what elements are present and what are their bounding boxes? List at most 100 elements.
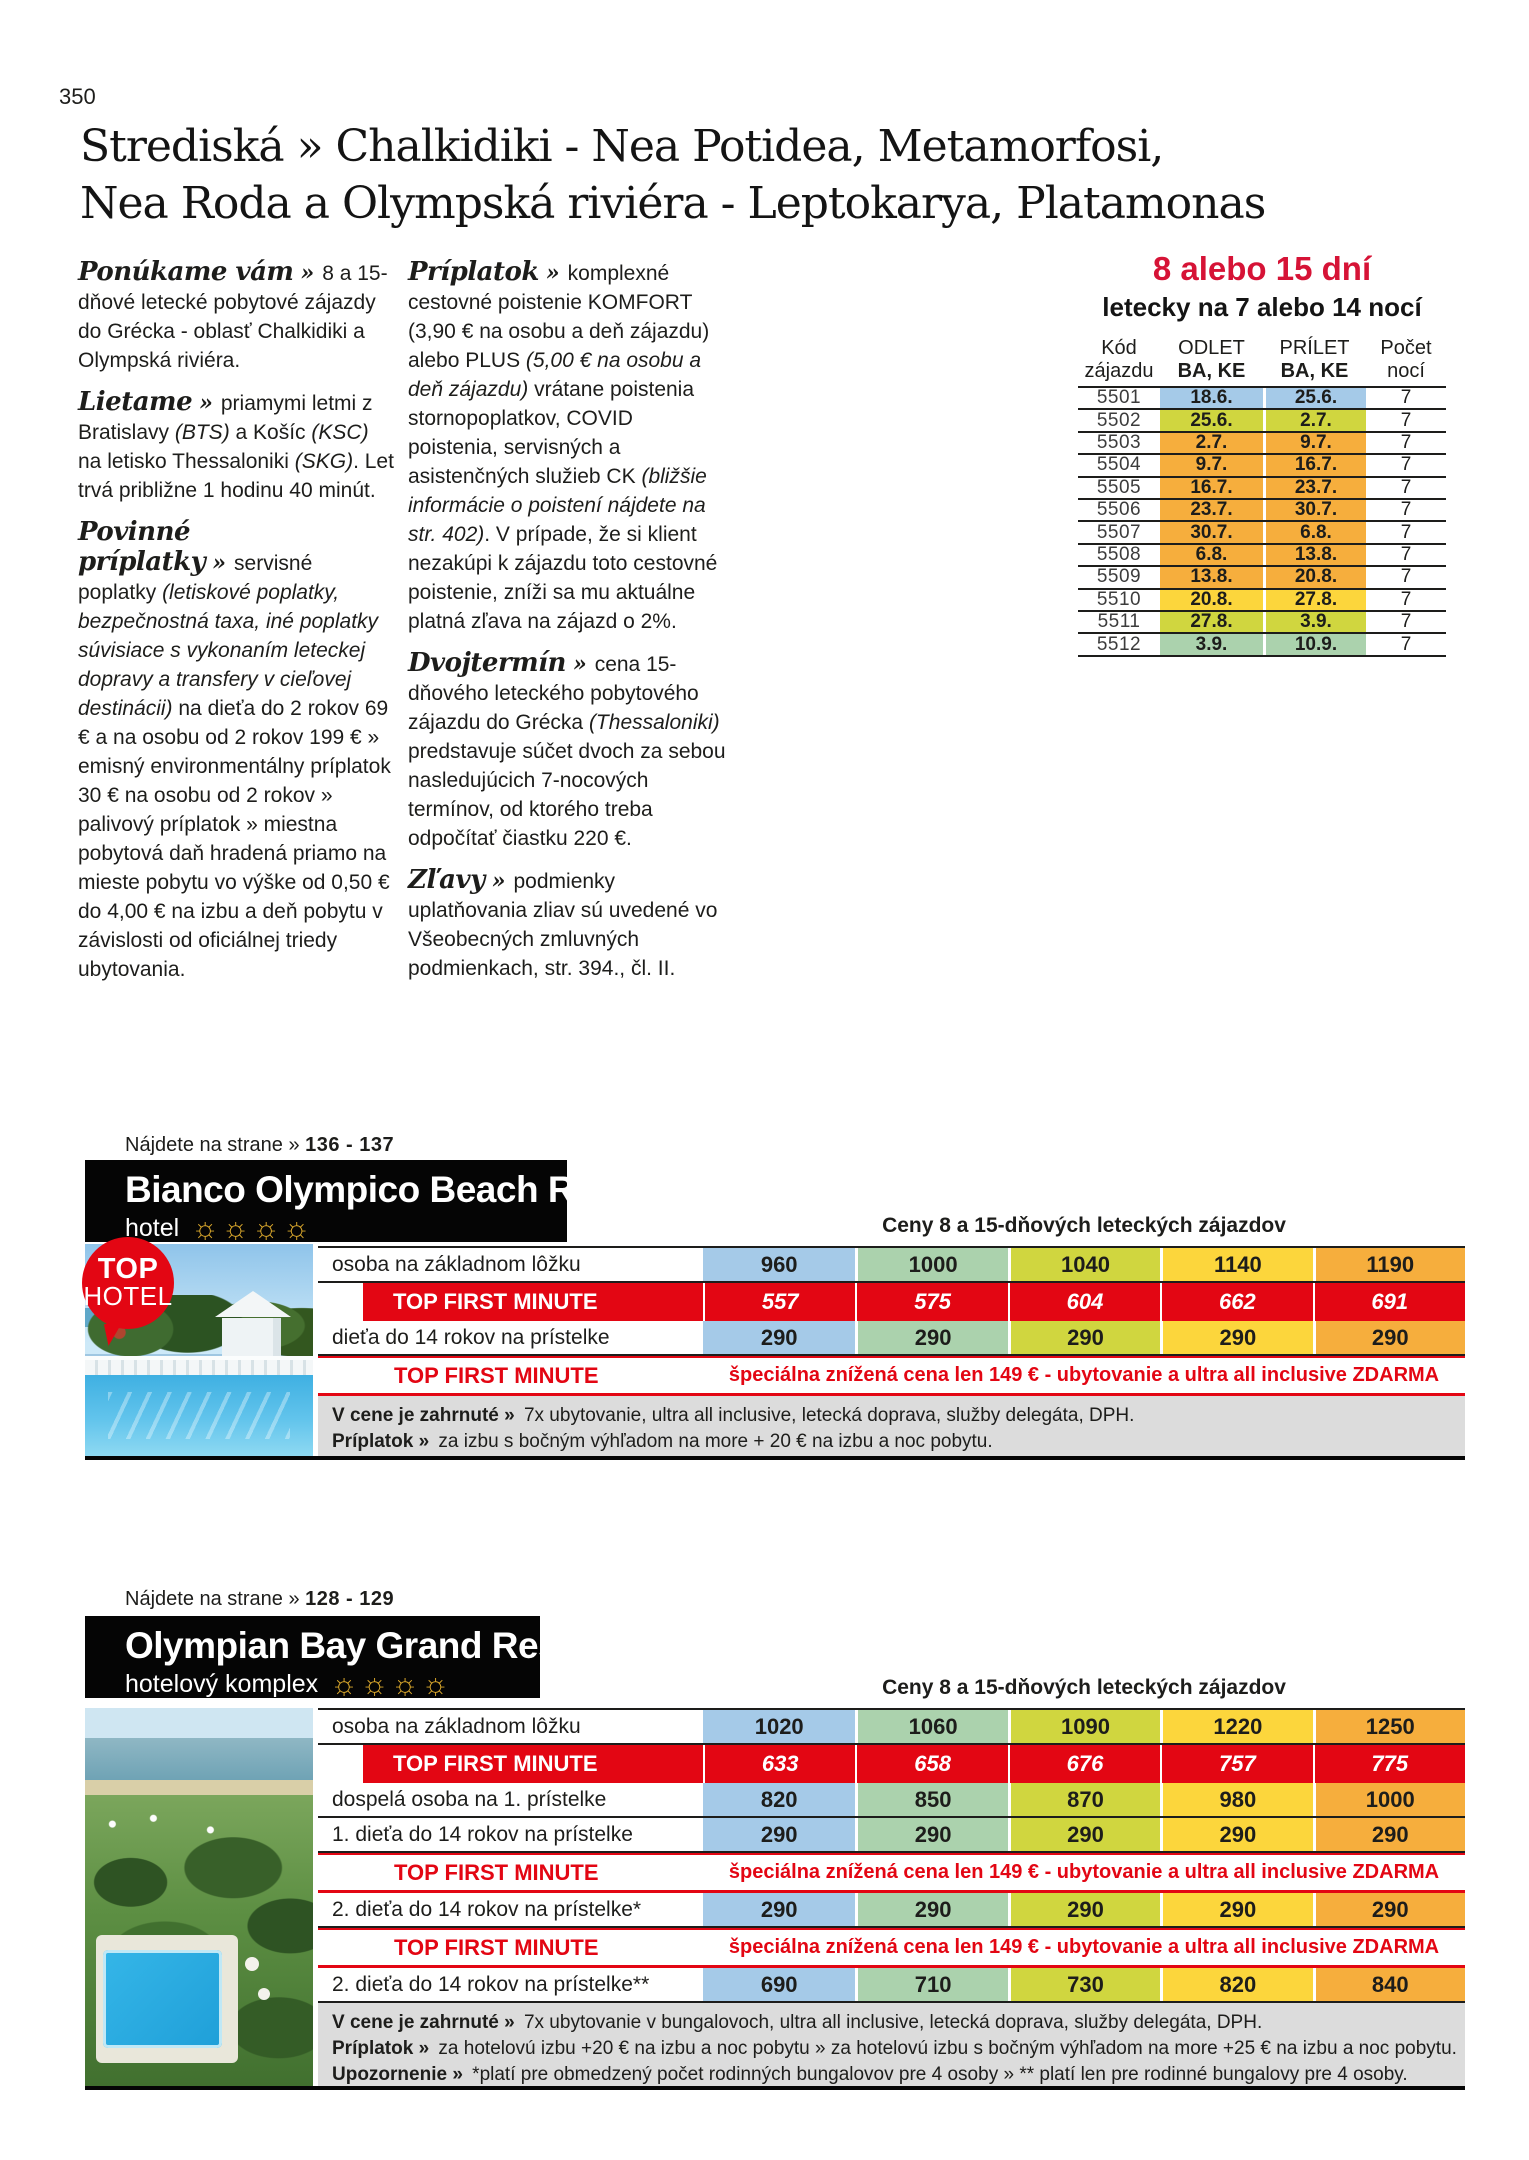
- paragraph-body: komplexné cestovné poistenie KOMFORT (3,…: [408, 262, 717, 633]
- star-rating-icon: ☼☼☼☼: [330, 1667, 453, 1701]
- price-row: 2. dieťa do 14 rokov na prístelke** 690 71…: [318, 1968, 1465, 2003]
- price-value: 870: [1007, 1783, 1161, 1816]
- footnote-line: V cene je zahrnuté » 7x ubytovanie, ultr…: [332, 1405, 1135, 1426]
- departure-date: 27.8.: [1160, 611, 1263, 633]
- special-offer-text: špeciálna znížená cena len 149 € - ubyto…: [728, 1936, 1440, 1958]
- price-value: 290: [1007, 1893, 1161, 1926]
- paragraph-body: servisné poplatky (letiskové poplatky, b…: [78, 552, 391, 981]
- price-value: 710: [855, 1968, 1008, 2001]
- paragraph-body: cena 15-dňového leteckého pobytového záj…: [408, 653, 726, 850]
- price-value: 290: [1007, 1321, 1161, 1354]
- price-value: 820: [703, 1783, 856, 1816]
- paragraph-heading: Povinné príplatky: [78, 517, 206, 577]
- text-segment: vrátane poistenia stornopoplatkov, COVID…: [408, 378, 695, 488]
- hotel-category: hotel ☼☼☼☼: [125, 1211, 567, 1245]
- footnote-label: Príplatok »: [332, 2038, 430, 2059]
- price-table-footnotes: V cene je zahrnuté » 7x ubytovanie, ultr…: [318, 1396, 1465, 1458]
- header-line: BA, KE: [1177, 360, 1246, 382]
- price-value: 1190: [1312, 1248, 1465, 1281]
- flight-row: 5509 13.8. 20.8. 7: [1078, 566, 1446, 590]
- hotel-section-bianco-olympico: Nájdete na strane » 136 - 137 Bianco Oly…: [82, 1134, 1465, 1464]
- photo-water-glint: [107, 1392, 291, 1440]
- hotel-category-label: hotelový komplex: [125, 1670, 319, 1698]
- photo-gazebo: [221, 1318, 282, 1357]
- price-value: 820: [1160, 1968, 1313, 2001]
- row-indent: [318, 1745, 363, 1783]
- paragraph-separator: »: [491, 868, 506, 894]
- flight-row: 5507 30.7. 6.8. 7: [1078, 521, 1446, 545]
- arrival-date: 30.7.: [1263, 499, 1366, 521]
- arrival-date: 16.7.: [1263, 454, 1366, 476]
- flight-row: 5501 18.6. 25.6. 7: [1078, 387, 1446, 411]
- tour-code: 5506: [1096, 499, 1142, 521]
- flight-row: 5503 2.7. 9.7. 7: [1078, 431, 1446, 456]
- intro-column-1: Ponúkame vám» 8 a 15-dňové letecké pobyto…: [78, 258, 396, 997]
- price-row: TOP FIRST MINUTE 557 575 604 662 691: [318, 1283, 1465, 1321]
- photo-sea: [85, 1738, 313, 1780]
- price-value: 1090: [1007, 1710, 1161, 1743]
- header-line: ODLET: [1178, 337, 1245, 359]
- text-segment: . V prípade, že si klient nezakúpi k záj…: [408, 523, 718, 633]
- price-value: 1140: [1160, 1248, 1313, 1281]
- price-row: 2. dieťa do 14 rokov na prístelke* 290 290…: [318, 1893, 1465, 1928]
- top-first-minute-price: 557: [703, 1283, 856, 1321]
- tour-code: 5511: [1097, 611, 1141, 633]
- page-reference-pages: 136 - 137: [305, 1134, 395, 1156]
- footnote-label: V cene je zahrnuté »: [332, 1405, 515, 1426]
- text-segment: . Let trvá približne 1 hodinu 40 minút.: [78, 450, 394, 502]
- text-segment: a Košíc: [229, 421, 312, 444]
- page-title: Strediská » Chalkidiki - Nea Potidea, Me…: [80, 118, 1266, 232]
- departure-date: 13.8.: [1160, 566, 1263, 588]
- page-reference-pages: 128 - 129: [305, 1588, 395, 1610]
- row-indent: [318, 1283, 363, 1321]
- departure-date: 6.8.: [1160, 544, 1263, 566]
- arrival-date: 13.8.: [1263, 544, 1366, 566]
- text-segment: (bližšie informácie o poistení nájdete n…: [408, 465, 707, 546]
- column-header-arrival: PRÍLET BA, KE: [1263, 337, 1366, 383]
- paragraph-heading: Ponúkame vám: [78, 257, 294, 287]
- price-row: osoba na základnom lôžku 1020 1060 1090 1220…: [318, 1710, 1465, 1745]
- page-title-line2: Nea Roda a Olympská riviéra - Leptokarya…: [80, 178, 1266, 229]
- departure-date: 20.8.: [1160, 589, 1263, 610]
- flight-row: 5512 3.9. 10.9. 7: [1078, 634, 1446, 657]
- nights-count: 7: [1400, 543, 1412, 565]
- photo-pool: [85, 1375, 313, 1456]
- flight-table-subtitle: letecky na 7 alebo 14 nocí: [1102, 292, 1422, 322]
- price-value: 1250: [1312, 1710, 1465, 1743]
- tour-code: 5501: [1096, 387, 1142, 409]
- header-line: zájazdu: [1084, 360, 1154, 382]
- nights-count: 7: [1400, 499, 1412, 521]
- paragraph: Zľavy» podmienky uplatňovania zliav sú uv…: [408, 866, 726, 983]
- hotel-section-olympian-bay: Nájdete na strane » 128 - 129 Olympian B…: [85, 1588, 1465, 2094]
- text-segment: cena 15-dňového leteckého pobytového záj…: [408, 653, 699, 734]
- tour-code: 5507: [1096, 521, 1142, 543]
- text-segment: priamymi letmi z Bratislavy: [78, 392, 373, 444]
- price-value: 1000: [1312, 1783, 1465, 1816]
- price-row: dieťa do 14 rokov na prístelke 290 290 290 2…: [318, 1321, 1465, 1356]
- nights-count: 7: [1400, 431, 1412, 453]
- paragraph-body: priamymi letmi z Bratislavy (BTS) a Koší…: [78, 392, 394, 502]
- text-segment: (letiskové poplatky, bezpečnostná taxa, …: [78, 581, 379, 720]
- footnote-line: Príplatok » za hotelovú izbu +20 € na iz…: [332, 2038, 1457, 2059]
- top-first-minute-label: TOP FIRST MINUTE: [394, 1859, 599, 1885]
- footnote-label: Príplatok »: [332, 1431, 430, 1452]
- arrival-date: 3.9.: [1263, 611, 1366, 633]
- top-first-minute-price: 604: [1007, 1283, 1161, 1321]
- price-value: 290: [855, 1893, 1008, 1926]
- text-segment: (Thessaloniki): [588, 711, 720, 734]
- photo-beach: [85, 1779, 313, 1795]
- footnote-label: Upozornenie »: [332, 2064, 463, 2085]
- hotel-header-bar: Olympian Bay Grand Resort hotelový kompl…: [85, 1616, 606, 1701]
- star-rating-icon: ☼☼☼☼: [191, 1211, 314, 1245]
- header-line: Počet: [1380, 337, 1432, 359]
- text-segment: (SKG): [294, 450, 354, 473]
- departure-date: 30.7.: [1160, 522, 1263, 543]
- prices-title: Ceny 8 a 15-dňových leteckých zájazdov: [882, 1676, 1286, 1699]
- paragraph-heading: Lietame: [78, 387, 193, 417]
- badge-line1: TOP: [97, 1253, 159, 1285]
- tour-code: 5503: [1096, 431, 1142, 453]
- price-value: 1040: [1007, 1248, 1161, 1281]
- flight-row: 5504 9.7. 16.7. 7: [1078, 454, 1446, 478]
- paragraph-body: podmienky uplatňovania zliav sú uvedené …: [408, 870, 717, 980]
